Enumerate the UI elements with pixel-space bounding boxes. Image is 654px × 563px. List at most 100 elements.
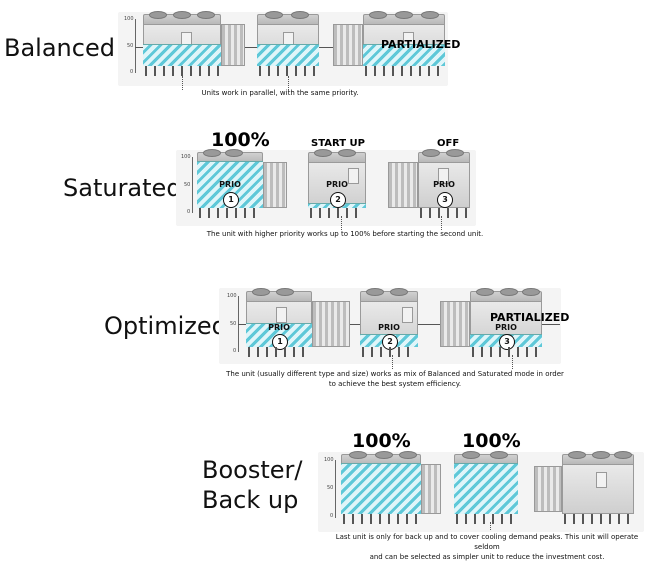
fan-icon: [314, 149, 332, 157]
unit-1-load-label: 100%: [211, 129, 270, 151]
booster-unit-1: [341, 451, 441, 524]
fan-icon: [203, 149, 221, 157]
priority-order-badge: 1: [223, 192, 239, 208]
fan-icon: [490, 451, 508, 459]
priority-order-badge: 2: [382, 334, 398, 350]
mode-title-balanced: Balanced: [4, 34, 115, 62]
unit-legs: [365, 66, 443, 76]
load-fill: [143, 44, 221, 66]
leader-line: [288, 76, 289, 90]
axis-tick-0: 0: [233, 348, 237, 354]
fan-icon: [225, 149, 243, 157]
unit-legs: [456, 514, 516, 524]
leader-line: [490, 522, 491, 530]
axis-tick-50: 50: [184, 182, 191, 188]
fan-icon: [276, 288, 294, 296]
unit-legs: [420, 208, 468, 218]
booster-unit-3-fins: [534, 466, 562, 512]
fan-icon: [197, 11, 215, 19]
unit-2-state-label: START UP: [311, 138, 365, 149]
fan-icon: [592, 451, 610, 459]
fan-icon: [614, 451, 632, 459]
fan-icon: [338, 149, 356, 157]
optimized-unit-2: PRIO 2: [360, 288, 418, 357]
axis-tick-50: 50: [327, 485, 334, 491]
balanced-axis: [135, 19, 136, 73]
caption-line: to achieve the best system efficiency.: [328, 380, 462, 388]
coil-fins: [421, 464, 441, 514]
fan-icon: [265, 11, 283, 19]
unit-legs: [145, 66, 219, 76]
balanced-unit-3-fins: [333, 24, 363, 66]
leader-line: [441, 216, 442, 230]
optimized-unit-1: PRIO 1: [246, 288, 350, 357]
optimized-unit-3-fins: [440, 301, 470, 347]
saturated-axis: [192, 157, 193, 213]
control-box: [596, 472, 607, 488]
control-box: [348, 168, 359, 184]
caption-line: Last unit is only for back up and to cov…: [335, 533, 639, 551]
balanced-unit-2: [257, 11, 319, 76]
saturated-unit-1: PRIO 1: [197, 149, 287, 218]
mode-title-optimized: Optimized: [104, 312, 227, 340]
unit-legs: [564, 514, 632, 524]
balanced-unit-3: [363, 11, 445, 76]
fan-icon: [476, 288, 494, 296]
control-box: [276, 307, 287, 323]
title-line: Back up: [202, 486, 299, 514]
fan-icon: [522, 288, 540, 296]
leader-line: [512, 355, 513, 369]
booster-unit-3: [562, 451, 634, 524]
mode-title-booster: Booster/ Back up: [202, 455, 302, 515]
priority-order-badge: 3: [437, 192, 453, 208]
booster-caption: Last unit is only for back up and to cov…: [322, 532, 652, 562]
fan-icon: [173, 11, 191, 19]
saturated-unit-2: PRIO 2: [308, 149, 366, 218]
caption-line: and can be selected as simpler unit to r…: [369, 553, 605, 561]
optimized-caption: The unit (usually different type and siz…: [225, 369, 565, 389]
fan-icon: [390, 288, 408, 296]
unit-legs: [248, 347, 310, 357]
fan-icon: [375, 451, 393, 459]
title-line: Booster/: [202, 456, 303, 484]
unit-legs: [362, 347, 416, 357]
balanced-caption: Units work in parallel, with the same pr…: [201, 89, 359, 97]
coil-fins: [263, 162, 287, 208]
caption-line: The unit (usually different type and siz…: [226, 370, 564, 378]
load-fill: [341, 463, 421, 514]
load-fill: [454, 463, 518, 514]
axis-tick-100: 100: [181, 154, 191, 160]
axis-tick-100: 100: [324, 457, 334, 463]
unit-legs: [343, 514, 419, 524]
control-box: [402, 307, 413, 323]
fan-icon: [422, 149, 440, 157]
optimized-unit-3: PRIO 3: [470, 288, 542, 357]
load-fill: [363, 44, 445, 66]
leader-line: [341, 216, 342, 230]
booster-axis: [335, 460, 336, 518]
prio-label: PRIO: [268, 323, 290, 332]
fan-icon: [291, 11, 309, 19]
fan-icon: [395, 11, 413, 19]
saturated-unit-3: PRIO 3: [418, 149, 470, 218]
mode-title-saturated: Saturated: [63, 174, 182, 202]
axis-tick-50: 50: [127, 43, 134, 49]
saturated-caption: The unit with higher priority works up t…: [206, 230, 484, 238]
leader-line: [392, 355, 393, 369]
unit-legs: [310, 208, 364, 218]
axis-tick-0: 0: [187, 209, 191, 215]
leader-line: [182, 76, 183, 90]
axis-tick-100: 100: [227, 293, 237, 299]
fan-icon: [568, 451, 586, 459]
unit-2-load-label: 100%: [462, 430, 521, 452]
fan-icon: [500, 288, 518, 296]
saturated-unit-3-fins: [388, 162, 418, 208]
fan-icon: [446, 149, 464, 157]
prio-label: PRIO: [326, 180, 348, 189]
unit-legs: [199, 208, 261, 218]
fan-icon: [399, 451, 417, 459]
fan-icon: [421, 11, 439, 19]
axis-tick-0: 0: [130, 69, 134, 75]
prio-label: PRIO: [433, 180, 455, 189]
unit-1-load-label: 100%: [352, 430, 411, 452]
